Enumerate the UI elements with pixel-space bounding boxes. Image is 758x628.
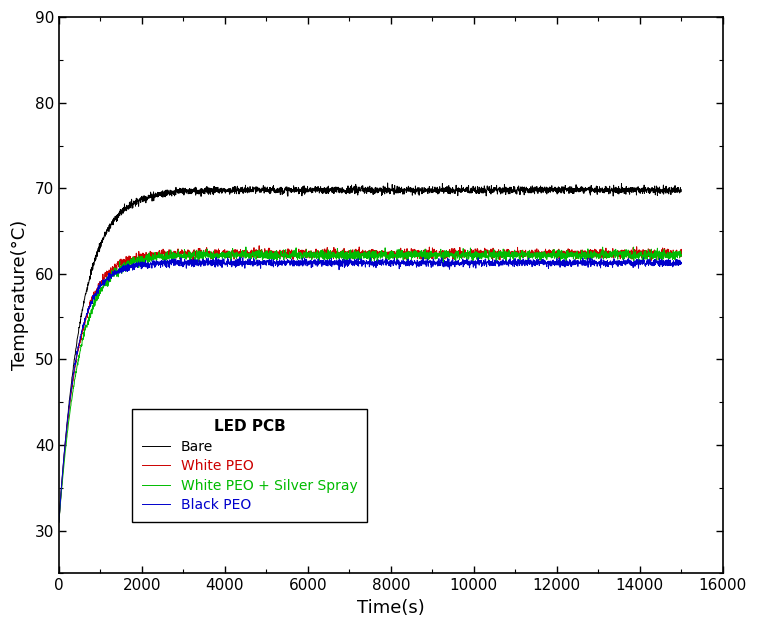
Bare bbox=[55, 518, 64, 526]
Bare bbox=[597, 184, 606, 192]
White PEO bbox=[665, 251, 674, 258]
X-axis label: Time(s): Time(s) bbox=[357, 599, 424, 617]
Bare bbox=[320, 184, 329, 192]
Bare bbox=[677, 186, 686, 193]
White PEO bbox=[293, 252, 302, 260]
Bare bbox=[293, 186, 302, 193]
White PEO + Silver Spray bbox=[597, 251, 606, 259]
Bare bbox=[665, 184, 674, 192]
Bare bbox=[383, 179, 392, 187]
White PEO bbox=[255, 242, 264, 249]
White PEO + Silver Spray bbox=[241, 243, 250, 251]
Line: Black PEO: Black PEO bbox=[59, 257, 681, 522]
White PEO + Silver Spray bbox=[677, 251, 686, 259]
Line: Bare: Bare bbox=[59, 183, 681, 522]
Black PEO bbox=[125, 262, 134, 269]
White PEO + Silver Spray bbox=[55, 518, 64, 526]
White PEO bbox=[597, 252, 606, 259]
Black PEO bbox=[293, 261, 302, 268]
Black PEO bbox=[320, 259, 329, 267]
White PEO + Silver Spray bbox=[293, 250, 302, 257]
Y-axis label: Temperature(°C): Temperature(°C) bbox=[11, 220, 29, 371]
Black PEO bbox=[55, 518, 64, 526]
Black PEO bbox=[597, 259, 606, 267]
White PEO + Silver Spray bbox=[125, 263, 134, 270]
White PEO bbox=[125, 257, 134, 265]
Line: White PEO: White PEO bbox=[59, 246, 681, 522]
Black PEO bbox=[665, 257, 674, 264]
Legend: Bare, White PEO, White PEO + Silver Spray, Black PEO: Bare, White PEO, White PEO + Silver Spra… bbox=[132, 409, 368, 522]
Line: White PEO + Silver Spray: White PEO + Silver Spray bbox=[59, 247, 681, 522]
Black PEO bbox=[211, 254, 221, 261]
White PEO bbox=[677, 246, 686, 253]
Bare bbox=[162, 192, 171, 199]
White PEO + Silver Spray bbox=[320, 256, 329, 264]
Black PEO bbox=[162, 260, 171, 268]
Bare bbox=[125, 204, 134, 212]
White PEO bbox=[55, 518, 64, 526]
Black PEO bbox=[677, 259, 686, 266]
White PEO + Silver Spray bbox=[162, 252, 171, 260]
White PEO bbox=[320, 245, 329, 252]
White PEO + Silver Spray bbox=[665, 249, 674, 256]
White PEO bbox=[162, 252, 171, 260]
